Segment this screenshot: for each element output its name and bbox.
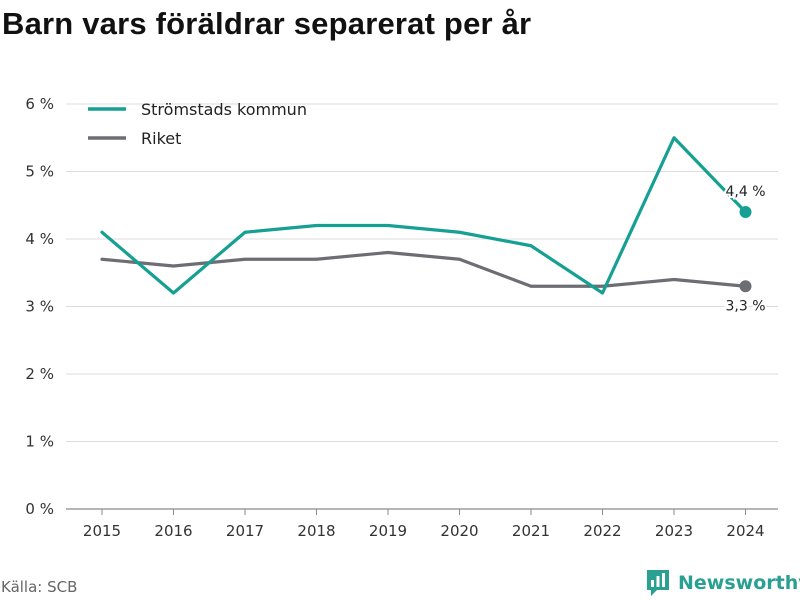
- y-tick-label: 1 %: [25, 433, 54, 451]
- y-tick-label: 6 %: [25, 95, 54, 113]
- x-tick-label: 2019: [369, 522, 407, 540]
- x-tick-label: 2015: [83, 522, 121, 540]
- y-tick-label: 0 %: [25, 500, 54, 518]
- brand-name: Newsworthy: [678, 572, 800, 594]
- x-axis-ticks: 2015 2016 2017 2018 2019 2020 2021 2022 2023 2024: [83, 509, 765, 540]
- end-point-riket: [739, 280, 752, 293]
- y-axis-ticks: 0 % 1 % 2 % 3 % 4 % 5 % 6 %: [25, 95, 54, 518]
- legend: Strömstads kommun Riket: [88, 100, 307, 148]
- y-tick-label: 5 %: [25, 163, 54, 181]
- y-tick-label: 4 %: [25, 230, 54, 248]
- data-series: 3,3 % 4,4 %: [100, 136, 768, 316]
- newsworthy-icon: [647, 570, 669, 596]
- x-tick-label: 2022: [583, 522, 621, 540]
- newsworthy-logo[interactable]: Newsworthy: [645, 566, 800, 600]
- end-label-riket: 3,3 %: [725, 298, 765, 314]
- legend-label: Riket: [141, 129, 181, 148]
- x-tick-label: 2023: [655, 522, 693, 540]
- series-line-kommun: [100, 136, 748, 295]
- y-tick-label: 2 %: [25, 365, 54, 383]
- chart-title: Barn vars föräldrar separerat per år: [2, 6, 532, 41]
- end-point-kommun: [739, 206, 752, 218]
- series-line-riket: [100, 250, 748, 288]
- legend-label: Strömstads kommun: [141, 100, 307, 119]
- x-tick-label: 2018: [297, 522, 335, 540]
- source-note: Källa: SCB: [1, 578, 78, 596]
- x-tick-label: 2021: [512, 522, 550, 540]
- y-tick-label: 3 %: [25, 298, 54, 316]
- x-tick-label: 2017: [226, 522, 264, 540]
- grid-lines: [66, 103, 778, 510]
- x-tick-label: 2024: [726, 522, 764, 540]
- x-tick-label: 2016: [154, 522, 192, 540]
- x-tick-label: 2020: [440, 522, 478, 540]
- end-label-kommun: 4,4 %: [725, 184, 765, 200]
